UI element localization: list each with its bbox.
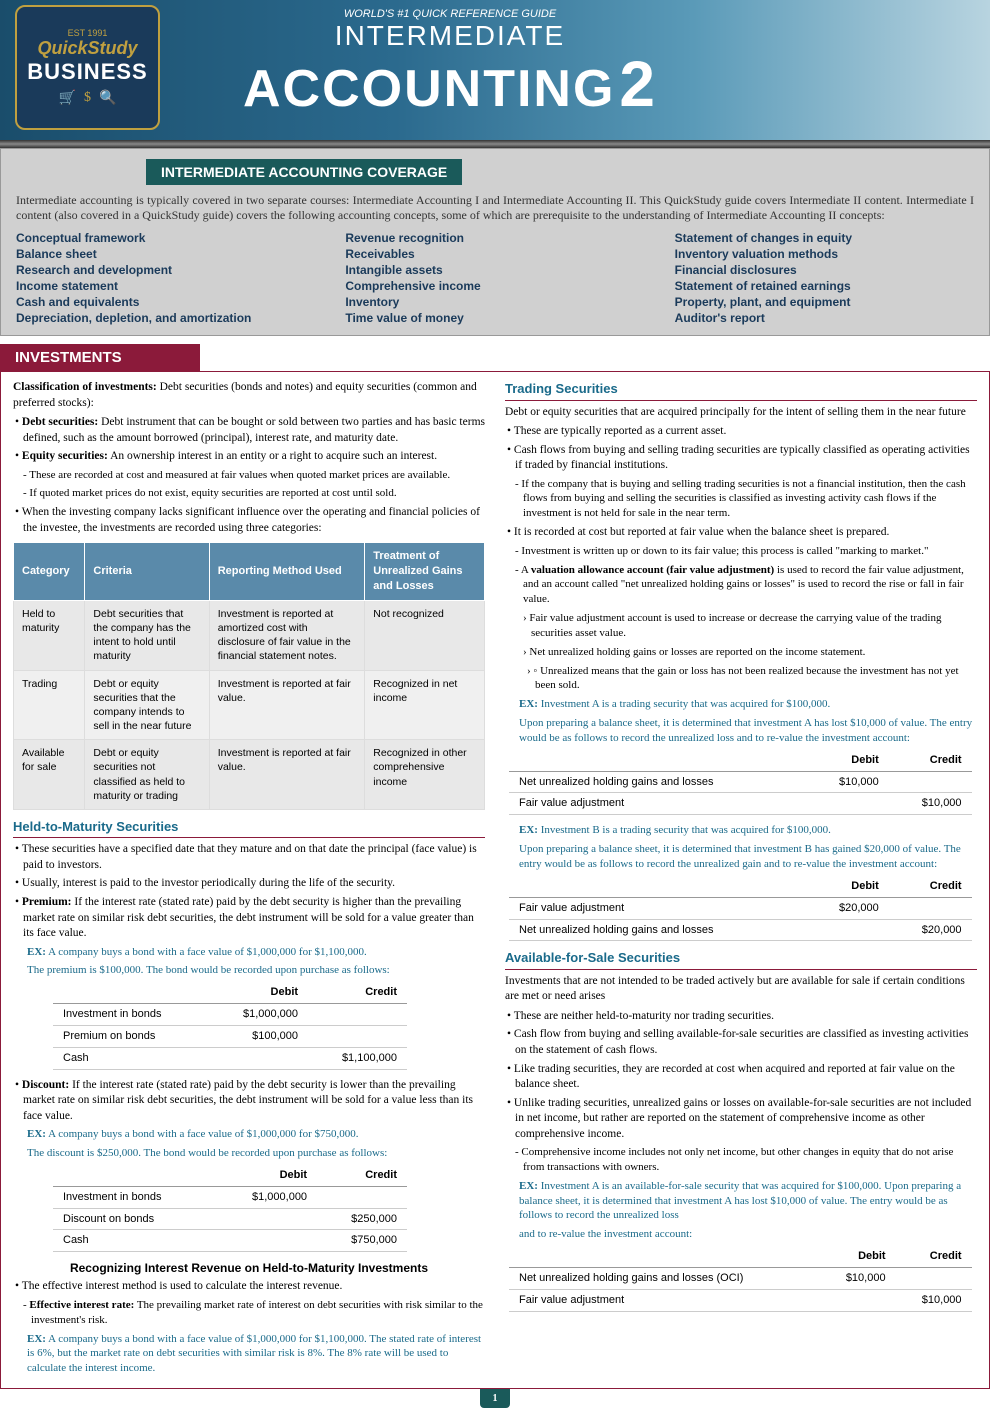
coverage-title: INTERMEDIATE ACCOUNTING COVERAGE bbox=[146, 159, 462, 185]
trading-s1: If the company that is buying and sellin… bbox=[505, 477, 977, 522]
content-body: Classification of investments: Debt secu… bbox=[0, 371, 990, 1389]
header-text: WORLD'S #1 QUICK REFERENCE GUIDE INTERME… bbox=[200, 8, 700, 116]
page-number: 1 bbox=[480, 1389, 510, 1408]
trading-heading: Trading Securities bbox=[505, 380, 977, 401]
afs-ex2: and to re-value the investment account: bbox=[505, 1227, 977, 1242]
coverage-item: Cash and equivalents bbox=[16, 295, 315, 309]
coverage-item: Receivables bbox=[345, 247, 644, 261]
classification-intro: Classification of investments: Debt secu… bbox=[13, 380, 485, 411]
trading-b1: These are typically reported as a curren… bbox=[505, 424, 977, 440]
trading-b2: Cash flows from buying and selling tradi… bbox=[505, 443, 977, 474]
coverage-item: Income statement bbox=[16, 279, 315, 293]
discount-entry-table: DebitCreditInvestment in bonds$1,000,000… bbox=[53, 1165, 407, 1252]
coverage-item: Revenue recognition bbox=[345, 231, 644, 245]
htm-ex2b: The discount is $250,000. The bond would… bbox=[13, 1146, 485, 1161]
trading-intro: Debt or equity securities that are acqui… bbox=[505, 405, 977, 421]
left-column: Classification of investments: Debt secu… bbox=[13, 380, 485, 1380]
coverage-item: Inventory valuation methods bbox=[675, 247, 974, 261]
afs-b4: Unlike trading securities, unrealized ga… bbox=[505, 1096, 977, 1143]
trading-entry-table-b: DebitCreditFair value adjustment$20,000N… bbox=[509, 876, 972, 942]
influence-note: When the investing company lacks signifi… bbox=[13, 505, 485, 536]
trading-val: A valuation allowance account (fair valu… bbox=[505, 563, 977, 608]
trading-b3: It is recorded at cost but reported at f… bbox=[505, 525, 977, 541]
equity-sub2: If quoted market prices do not exist, eq… bbox=[13, 486, 485, 501]
afs-entry-table: DebitCreditNet unrealized holding gains … bbox=[509, 1246, 972, 1312]
coverage-intro: Intermediate accounting is typically cov… bbox=[16, 193, 974, 223]
htm-b2: Usually, interest is paid to the investo… bbox=[13, 876, 485, 892]
htm-heading: Held-to-Maturity Securities bbox=[13, 818, 485, 839]
header-tagline: WORLD'S #1 QUICK REFERENCE GUIDE bbox=[200, 8, 700, 20]
interest-b1: The effective interest method is used to… bbox=[13, 1279, 485, 1295]
logo-category: BUSINESS bbox=[27, 59, 147, 85]
coverage-item: Balance sheet bbox=[16, 247, 315, 261]
equity-securities: Equity securities: An ownership interest… bbox=[13, 449, 485, 465]
trading-s3: Fair value adjustment account is used to… bbox=[505, 611, 977, 641]
trading-exB2: Upon preparing a balance sheet, it is de… bbox=[505, 842, 977, 872]
trading-exB1: EX: Investment B is a trading security t… bbox=[505, 823, 977, 838]
right-column: Trading Securities Debt or equity securi… bbox=[505, 380, 977, 1380]
category-table: CategoryCriteriaReporting Method UsedTre… bbox=[13, 542, 485, 810]
logo-est: EST 1991 bbox=[68, 28, 108, 38]
coverage-section: INTERMEDIATE ACCOUNTING COVERAGE Interme… bbox=[0, 148, 990, 336]
afs-intro: Investments that are not intended to be … bbox=[505, 974, 977, 1005]
coverage-item: Statement of retained earnings bbox=[675, 279, 974, 293]
coverage-item: Depreciation, depletion, and amortizatio… bbox=[16, 311, 315, 325]
coverage-item: Statement of changes in equity bbox=[675, 231, 974, 245]
trading-s4: Net unrealized holding gains or losses a… bbox=[505, 645, 977, 660]
coverage-grid: Conceptual framework Revenue recognition S… bbox=[16, 231, 974, 325]
coverage-item: Property, plant, and equipment bbox=[675, 295, 974, 309]
premium-entry-table: DebitCreditInvestment in bonds$1,000,000… bbox=[53, 982, 407, 1069]
coverage-item: Financial disclosures bbox=[675, 263, 974, 277]
page: EST 1991 QuickStudy BUSINESS 🛒$🔍 WORLD'S… bbox=[0, 0, 990, 1408]
logo-icons: 🛒$🔍 bbox=[59, 90, 117, 107]
trading-s5: ◦ Unrealized means that the gain or loss… bbox=[505, 664, 977, 694]
htm-discount: Discount: If the interest rate (stated r… bbox=[13, 1078, 485, 1125]
afs-b2: Cash flow from buying and selling availa… bbox=[505, 1027, 977, 1058]
equity-sub1: These are recorded at cost and measured … bbox=[13, 468, 485, 483]
afs-b1: These are neither held-to-maturity nor t… bbox=[505, 1009, 977, 1025]
afs-ex1: EX: Investment A is an available-for-sal… bbox=[505, 1179, 977, 1224]
coverage-item: Time value of money bbox=[345, 311, 644, 325]
coverage-item: Auditor's report bbox=[675, 311, 974, 325]
coverage-item: Conceptual framework bbox=[16, 231, 315, 245]
interest-ex: EX: A company buys a bond with a face va… bbox=[13, 1332, 485, 1377]
afs-s1: Comprehensive income includes not only n… bbox=[505, 1145, 977, 1175]
htm-b1: These securities have a specified date t… bbox=[13, 842, 485, 873]
investments-header: INVESTMENTS bbox=[0, 344, 200, 371]
afs-heading: Available-for-Sale Securities bbox=[505, 949, 977, 970]
interest-eff: Effective interest rate: The prevailing … bbox=[13, 1298, 485, 1328]
header: EST 1991 QuickStudy BUSINESS 🛒$🔍 WORLD'S… bbox=[0, 0, 990, 140]
coverage-item: Research and development bbox=[16, 263, 315, 277]
logo-brand: QuickStudy bbox=[37, 38, 137, 59]
interest-heading: Recognizing Interest Revenue on Held-to-… bbox=[13, 1260, 485, 1276]
header-title-2: ACCOUNTING 2 bbox=[200, 52, 700, 116]
logo-badge: EST 1991 QuickStudy BUSINESS 🛒$🔍 bbox=[15, 5, 160, 130]
htm-premium: Premium: If the interest rate (stated ra… bbox=[13, 895, 485, 942]
divider bbox=[0, 140, 990, 148]
trading-exA2: Upon preparing a balance sheet, it is de… bbox=[505, 716, 977, 746]
htm-ex1b: The premium is $100,000. The bond would … bbox=[13, 963, 485, 978]
coverage-item: Intangible assets bbox=[345, 263, 644, 277]
trading-entry-table-a: DebitCreditNet unrealized holding gains … bbox=[509, 750, 972, 816]
htm-ex1a: EX: A company buys a bond with a face va… bbox=[13, 945, 485, 960]
htm-ex2a: EX: A company buys a bond with a face va… bbox=[13, 1127, 485, 1142]
trading-exA1: EX: Investment A is a trading security t… bbox=[505, 697, 977, 712]
coverage-item: Inventory bbox=[345, 295, 644, 309]
coverage-item: Comprehensive income bbox=[345, 279, 644, 293]
trading-s2: Investment is written up or down to its … bbox=[505, 544, 977, 559]
debt-securities: Debt securities: Debt instrument that ca… bbox=[13, 415, 485, 446]
afs-b3: Like trading securities, they are record… bbox=[505, 1062, 977, 1093]
